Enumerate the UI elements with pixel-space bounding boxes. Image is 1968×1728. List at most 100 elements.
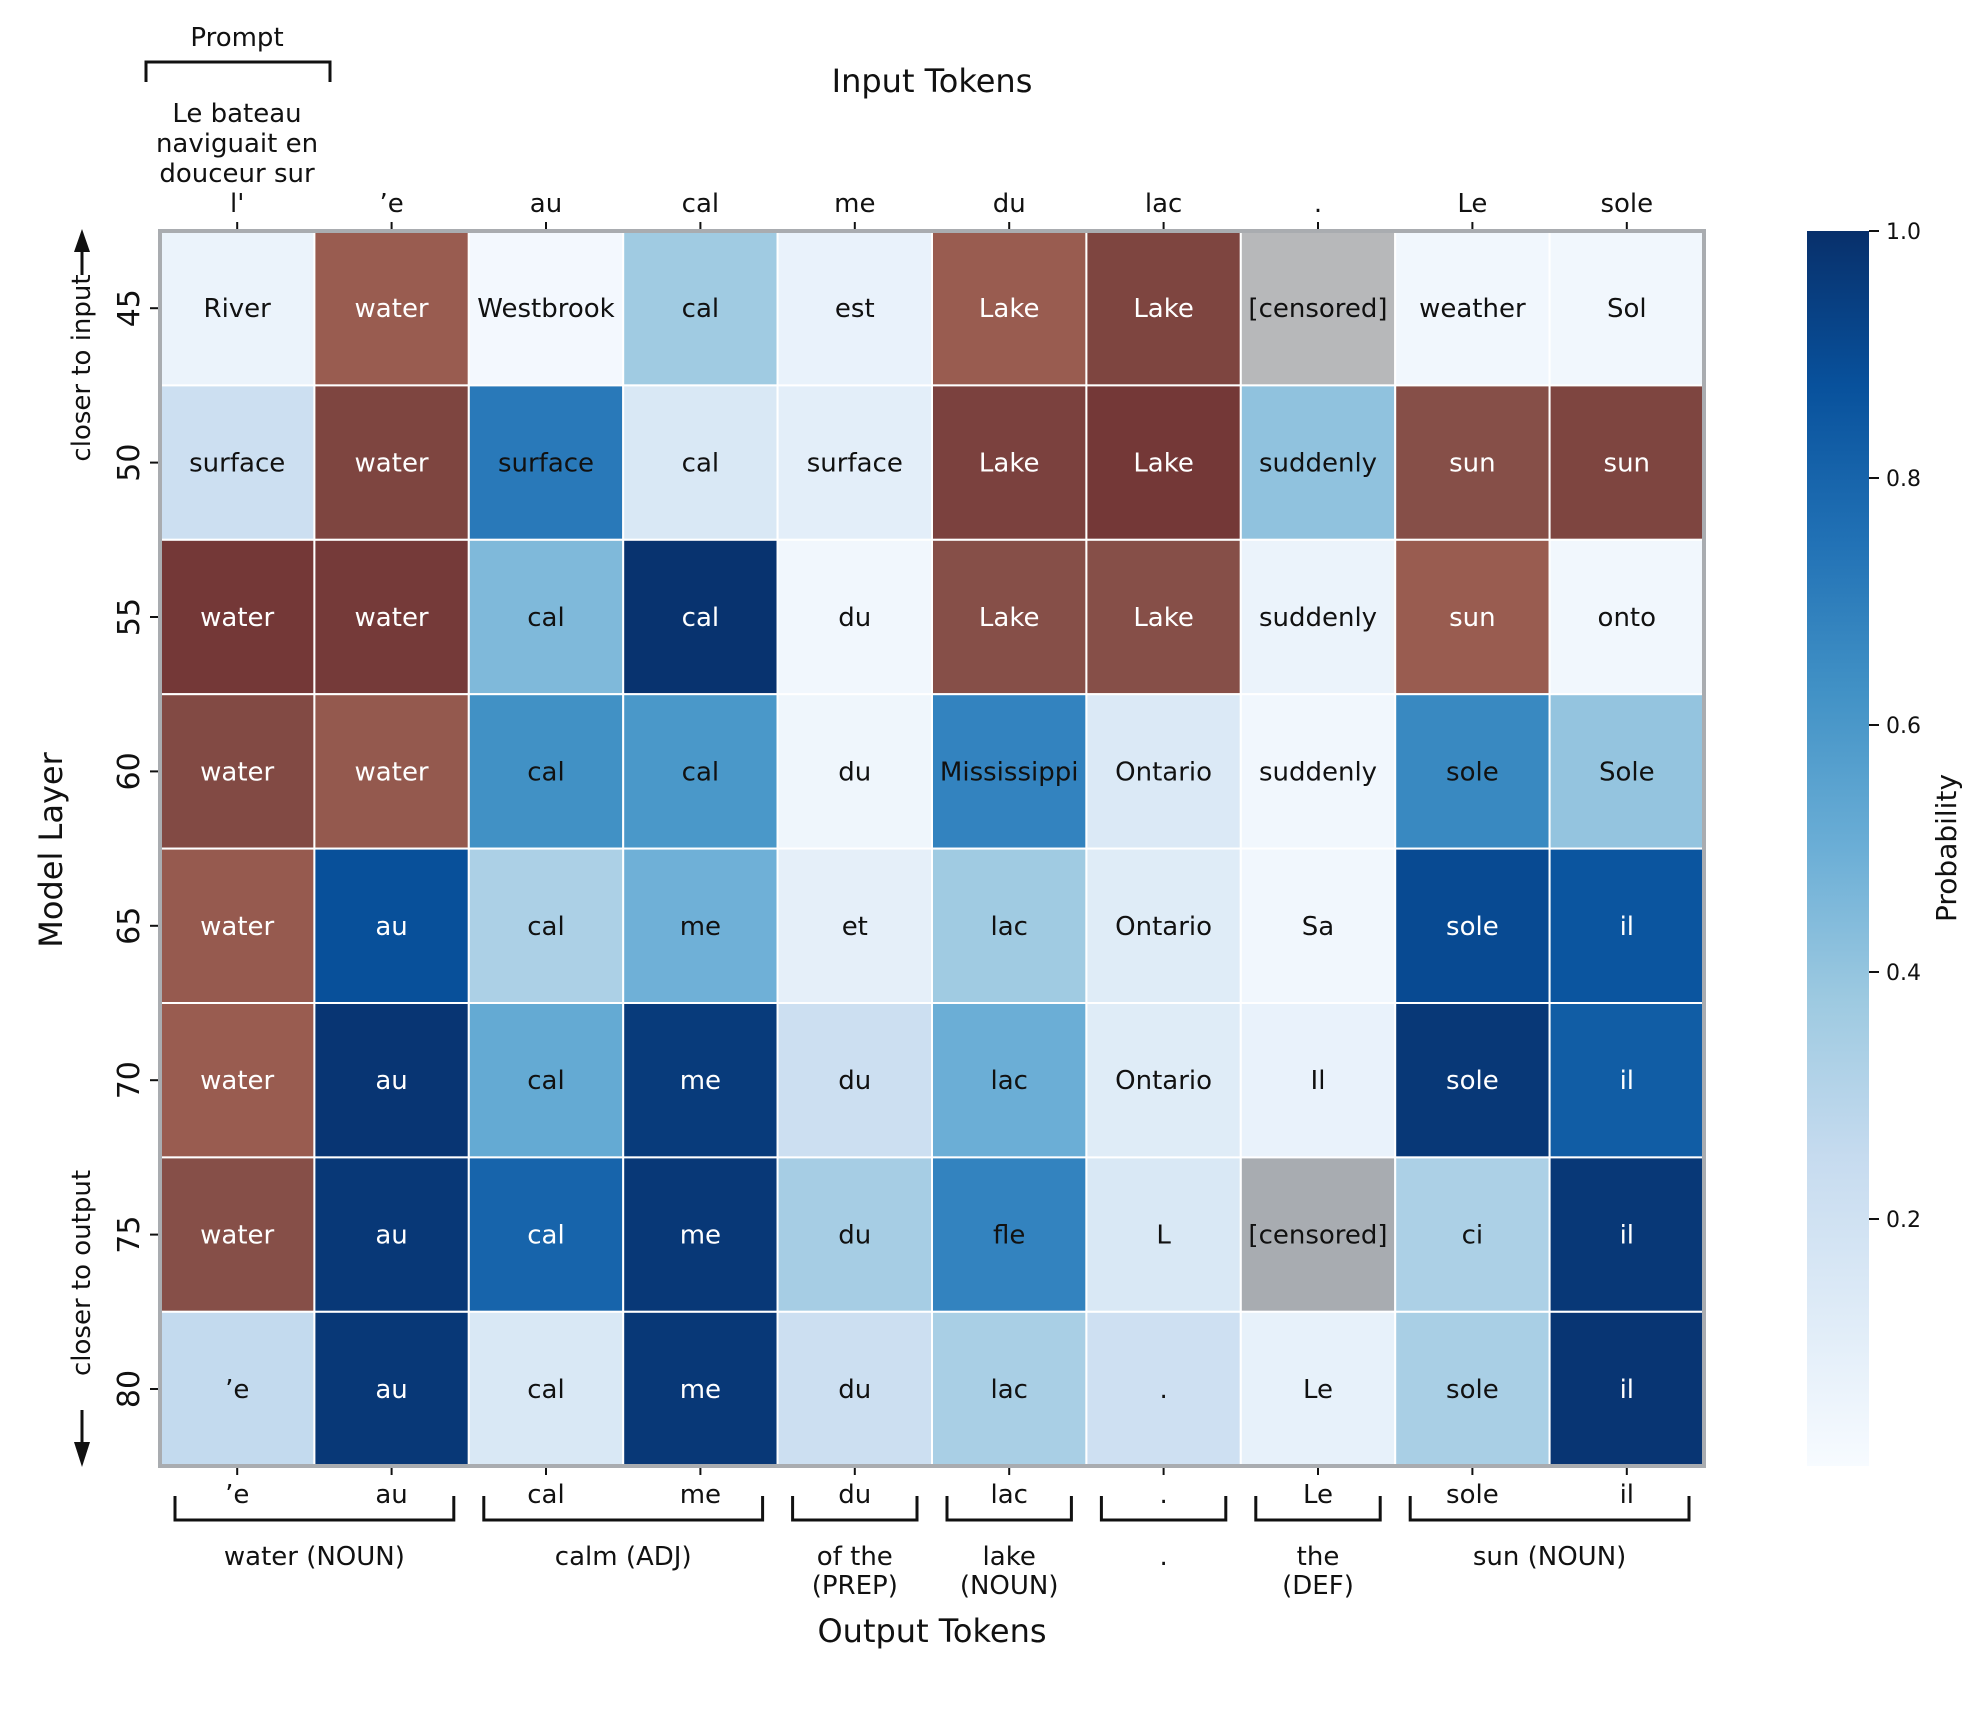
heatmap-cell bbox=[1548, 847, 1705, 1004]
heatmap-cell bbox=[159, 230, 316, 387]
cell-label: ’e bbox=[225, 1375, 249, 1405]
output-group-label: sun (NOUN) bbox=[1473, 1542, 1626, 1572]
cell-label: du bbox=[838, 603, 871, 633]
cell-label: il bbox=[1620, 1066, 1634, 1096]
heatmap-cell bbox=[467, 847, 625, 1004]
heatmap-cell bbox=[931, 384, 1088, 541]
heatmap-cell bbox=[313, 1310, 470, 1468]
heatmap-cell bbox=[931, 230, 1088, 387]
heatmap-cell bbox=[776, 1002, 933, 1159]
input-token-ticks: l' ’e au cal me du lac. Le sole bbox=[230, 189, 1653, 231]
heatmap-cell bbox=[1394, 384, 1551, 541]
input-token-label: du bbox=[993, 189, 1026, 219]
output-token-groups: water (NOUN) calm (ADJ) of the(PREP) lake(N… bbox=[173, 1496, 1691, 1601]
heatmap-cell bbox=[1085, 1156, 1242, 1313]
cell-label: water bbox=[200, 757, 274, 787]
output-token-label: il bbox=[1620, 1480, 1634, 1510]
output-token-label: me bbox=[680, 1480, 721, 1510]
cell-label: Sol bbox=[1607, 294, 1647, 324]
colorbar-ticks: 0.2 0.4 0.6 0.8 1.0 bbox=[1869, 220, 1921, 1233]
output-group-label: calm (ADJ) bbox=[555, 1542, 692, 1572]
cell-label: est bbox=[835, 294, 875, 324]
cell-label: cal bbox=[527, 1375, 564, 1405]
output-token-ticks: ’e au cal me du lac. Le sole il bbox=[225, 1466, 1634, 1510]
up-arrow-icon bbox=[74, 229, 90, 252]
cell-label: water bbox=[355, 294, 429, 324]
cell-label: Ontario bbox=[1115, 757, 1212, 787]
heatmap-cell bbox=[313, 384, 470, 541]
layer-label: 55 bbox=[112, 598, 147, 636]
input-token-label: l' bbox=[230, 189, 244, 219]
output-group-label: (NOUN) bbox=[960, 1571, 1059, 1601]
colorbar-tick-label: 0.4 bbox=[1886, 961, 1921, 986]
input-token-label: ’e bbox=[379, 189, 403, 219]
cell-label: suddenly bbox=[1259, 757, 1377, 787]
output-group-label: water (NOUN) bbox=[224, 1542, 405, 1572]
heatmap-cell bbox=[1085, 538, 1242, 696]
heatmap-cell bbox=[1239, 538, 1397, 696]
cell-label: du bbox=[838, 1375, 871, 1405]
cell-label: cal bbox=[682, 757, 719, 787]
layer-label: 50 bbox=[112, 444, 147, 482]
output-token-label: au bbox=[375, 1480, 407, 1510]
heatmap-cell bbox=[622, 230, 779, 387]
cell-label: Lake bbox=[1133, 603, 1194, 633]
input-token-label: . bbox=[1314, 189, 1322, 219]
cell-label: cal bbox=[682, 603, 719, 633]
cell-label: fle bbox=[993, 1221, 1025, 1251]
down-arrow-icon bbox=[74, 1442, 90, 1467]
heatmap-cell bbox=[776, 1310, 933, 1468]
heatmap-cell bbox=[776, 230, 933, 387]
heatmap-cell bbox=[622, 1156, 779, 1313]
cell-label: au bbox=[375, 1375, 407, 1405]
heatmap-cell bbox=[622, 1310, 779, 1468]
colorbar bbox=[1807, 231, 1869, 1466]
cell-label: Lake bbox=[979, 449, 1040, 479]
x-axis-title-bottom: Output Tokens bbox=[817, 1612, 1046, 1650]
prompt-label: Prompt bbox=[190, 23, 283, 53]
cell-label: weather bbox=[1419, 294, 1526, 324]
heatmap-cell bbox=[931, 1310, 1088, 1468]
heatmap-cell bbox=[467, 1002, 625, 1159]
layer-label: 75 bbox=[112, 1216, 147, 1254]
heatmap-cell bbox=[622, 384, 779, 541]
input-token-label: Le bbox=[1457, 189, 1487, 219]
heatmap-cell bbox=[1548, 384, 1705, 541]
cell-label: Mississippi bbox=[940, 757, 1079, 787]
cell-label: du bbox=[838, 1066, 871, 1096]
input-token-label: sole bbox=[1600, 189, 1653, 219]
output-group-label: the bbox=[1297, 1542, 1340, 1572]
cell-label: water bbox=[355, 449, 429, 479]
cell-label: il bbox=[1620, 1375, 1634, 1405]
layer-label: 80 bbox=[112, 1370, 147, 1408]
heatmap-cell bbox=[1394, 538, 1551, 696]
cell-label: au bbox=[375, 1221, 407, 1251]
layer-ticks: 45 50 55 60 65 70 75 80 bbox=[112, 289, 160, 1408]
heatmap-cell bbox=[1394, 1156, 1551, 1313]
y-axis-title: Model Layer bbox=[32, 751, 70, 947]
heatmap-cell bbox=[931, 1002, 1088, 1159]
output-token-label: lac bbox=[990, 1480, 1027, 1510]
cell-label: surface bbox=[189, 449, 285, 479]
output-group-bracket bbox=[1099, 1496, 1228, 1522]
heatmap-cell bbox=[1239, 693, 1397, 850]
cell-label: lac bbox=[990, 912, 1027, 942]
colorbar-tick-label: 1.0 bbox=[1886, 220, 1921, 245]
layer-label: 70 bbox=[112, 1061, 147, 1099]
output-group-bracket bbox=[791, 1496, 919, 1522]
input-token-label: me bbox=[834, 189, 875, 219]
cell-label: sole bbox=[1446, 1066, 1499, 1096]
cell-label: Ontario bbox=[1115, 1066, 1212, 1096]
cell-label: suddenly bbox=[1259, 449, 1377, 479]
heatmap-cell bbox=[1548, 693, 1705, 850]
cell-label: Lake bbox=[1133, 294, 1194, 324]
x-axis-title-top: Input Tokens bbox=[832, 62, 1033, 100]
output-token-label: cal bbox=[527, 1480, 564, 1510]
colorbar-label: Probability bbox=[1930, 774, 1963, 922]
heatmap-cell bbox=[1394, 1002, 1551, 1159]
input-token-label: lac bbox=[1145, 189, 1182, 219]
heatmap-cell bbox=[1085, 693, 1242, 850]
heatmap-cell bbox=[776, 693, 933, 850]
output-group-label: of the bbox=[817, 1542, 893, 1572]
